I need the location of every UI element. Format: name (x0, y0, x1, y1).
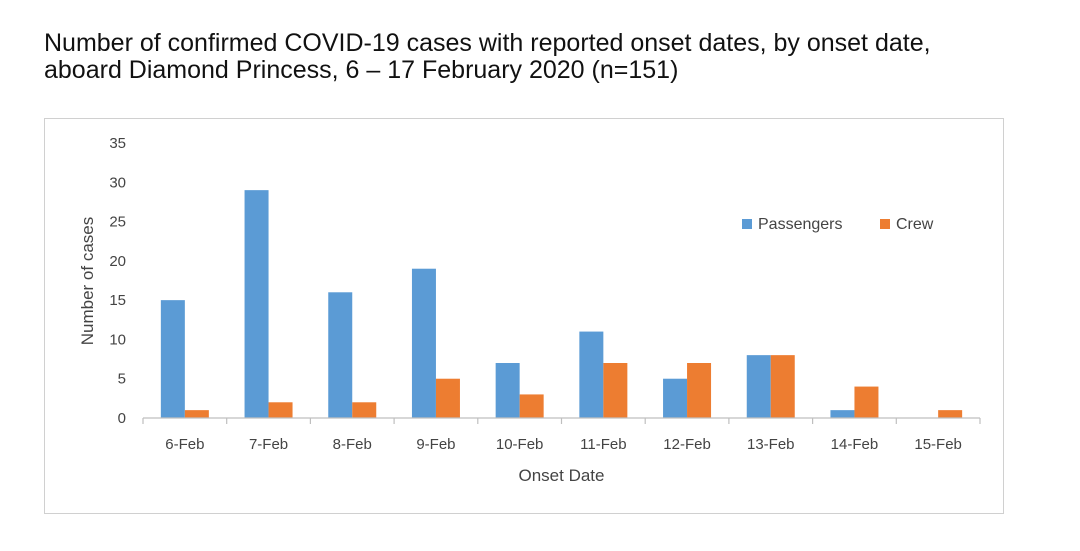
x-tick-label: 11-Feb (580, 436, 626, 453)
legend-swatch-passengers (742, 219, 752, 229)
chart-title-line-1: Number of confirmed COVID-19 cases with … (44, 29, 931, 57)
bar-crew-14-Feb (854, 386, 879, 418)
y-tick-label: 0 (118, 410, 126, 427)
x-axis-label: Onset Date (519, 466, 605, 485)
bar-passengers-10-Feb (495, 363, 520, 418)
y-axis-ticks: 0 5 10 15 20 25 30 35 (109, 135, 126, 427)
bar-passengers-11-Feb (579, 331, 604, 418)
y-tick-label: 20 (109, 253, 126, 270)
bar-crew-10-Feb (519, 394, 544, 418)
bars (160, 190, 963, 418)
bar-passengers-7-Feb (244, 190, 269, 418)
chart-frame (44, 118, 1004, 514)
x-axis-ticks: 6-Feb 7-Feb 8-Feb 9-Feb 10-Feb 11-Feb 12-Feb 13… (142, 418, 981, 453)
chart-title-line-2: aboard Diamond Princess, 6 – 17 February… (44, 56, 679, 84)
x-tick-label: 9-Feb (416, 436, 455, 453)
bar-crew-6-Feb (184, 410, 209, 418)
bar-passengers-12-Feb (663, 378, 688, 418)
bar-passengers-9-Feb (411, 268, 436, 418)
x-tick-label: 12-Feb (663, 436, 711, 453)
y-tick-label: 5 (118, 371, 126, 388)
y-tick-label: 30 (109, 174, 126, 191)
bar-crew-11-Feb (603, 363, 628, 418)
chart-title: Number of confirmed COVID-19 cases with … (44, 30, 1044, 84)
x-tick-label: 13-Feb (747, 436, 795, 453)
x-tick-label: 6-Feb (165, 436, 204, 453)
bar-passengers-6-Feb (160, 300, 185, 418)
x-tick-label: 14-Feb (831, 436, 879, 453)
bar-crew-13-Feb (770, 355, 795, 418)
legend-swatch-crew (880, 219, 890, 229)
x-tick-label: 7-Feb (249, 436, 288, 453)
x-tick-label: 15-Feb (914, 436, 962, 453)
legend-label-crew: Crew (896, 216, 934, 233)
y-axis-label: Number of cases (78, 217, 97, 346)
y-tick-label: 15 (109, 292, 126, 309)
bar-passengers-8-Feb (328, 292, 353, 418)
legend-label-passengers: Passengers (758, 216, 843, 233)
y-tick-label: 25 (109, 214, 126, 231)
bar-crew-9-Feb (435, 378, 460, 418)
x-tick-label: 8-Feb (333, 436, 372, 453)
x-tick-label: 10-Feb (496, 436, 544, 453)
y-tick-label: 35 (109, 135, 126, 152)
bar-passengers-14-Feb (830, 410, 855, 418)
bar-crew-7-Feb (268, 402, 293, 418)
y-tick-label: 10 (109, 331, 126, 348)
bar-crew-15-Feb (938, 410, 963, 418)
bar-crew-8-Feb (352, 402, 377, 418)
legend: Passengers Crew (742, 216, 934, 233)
bar-passengers-13-Feb (746, 355, 771, 418)
bar-crew-12-Feb (687, 363, 712, 418)
